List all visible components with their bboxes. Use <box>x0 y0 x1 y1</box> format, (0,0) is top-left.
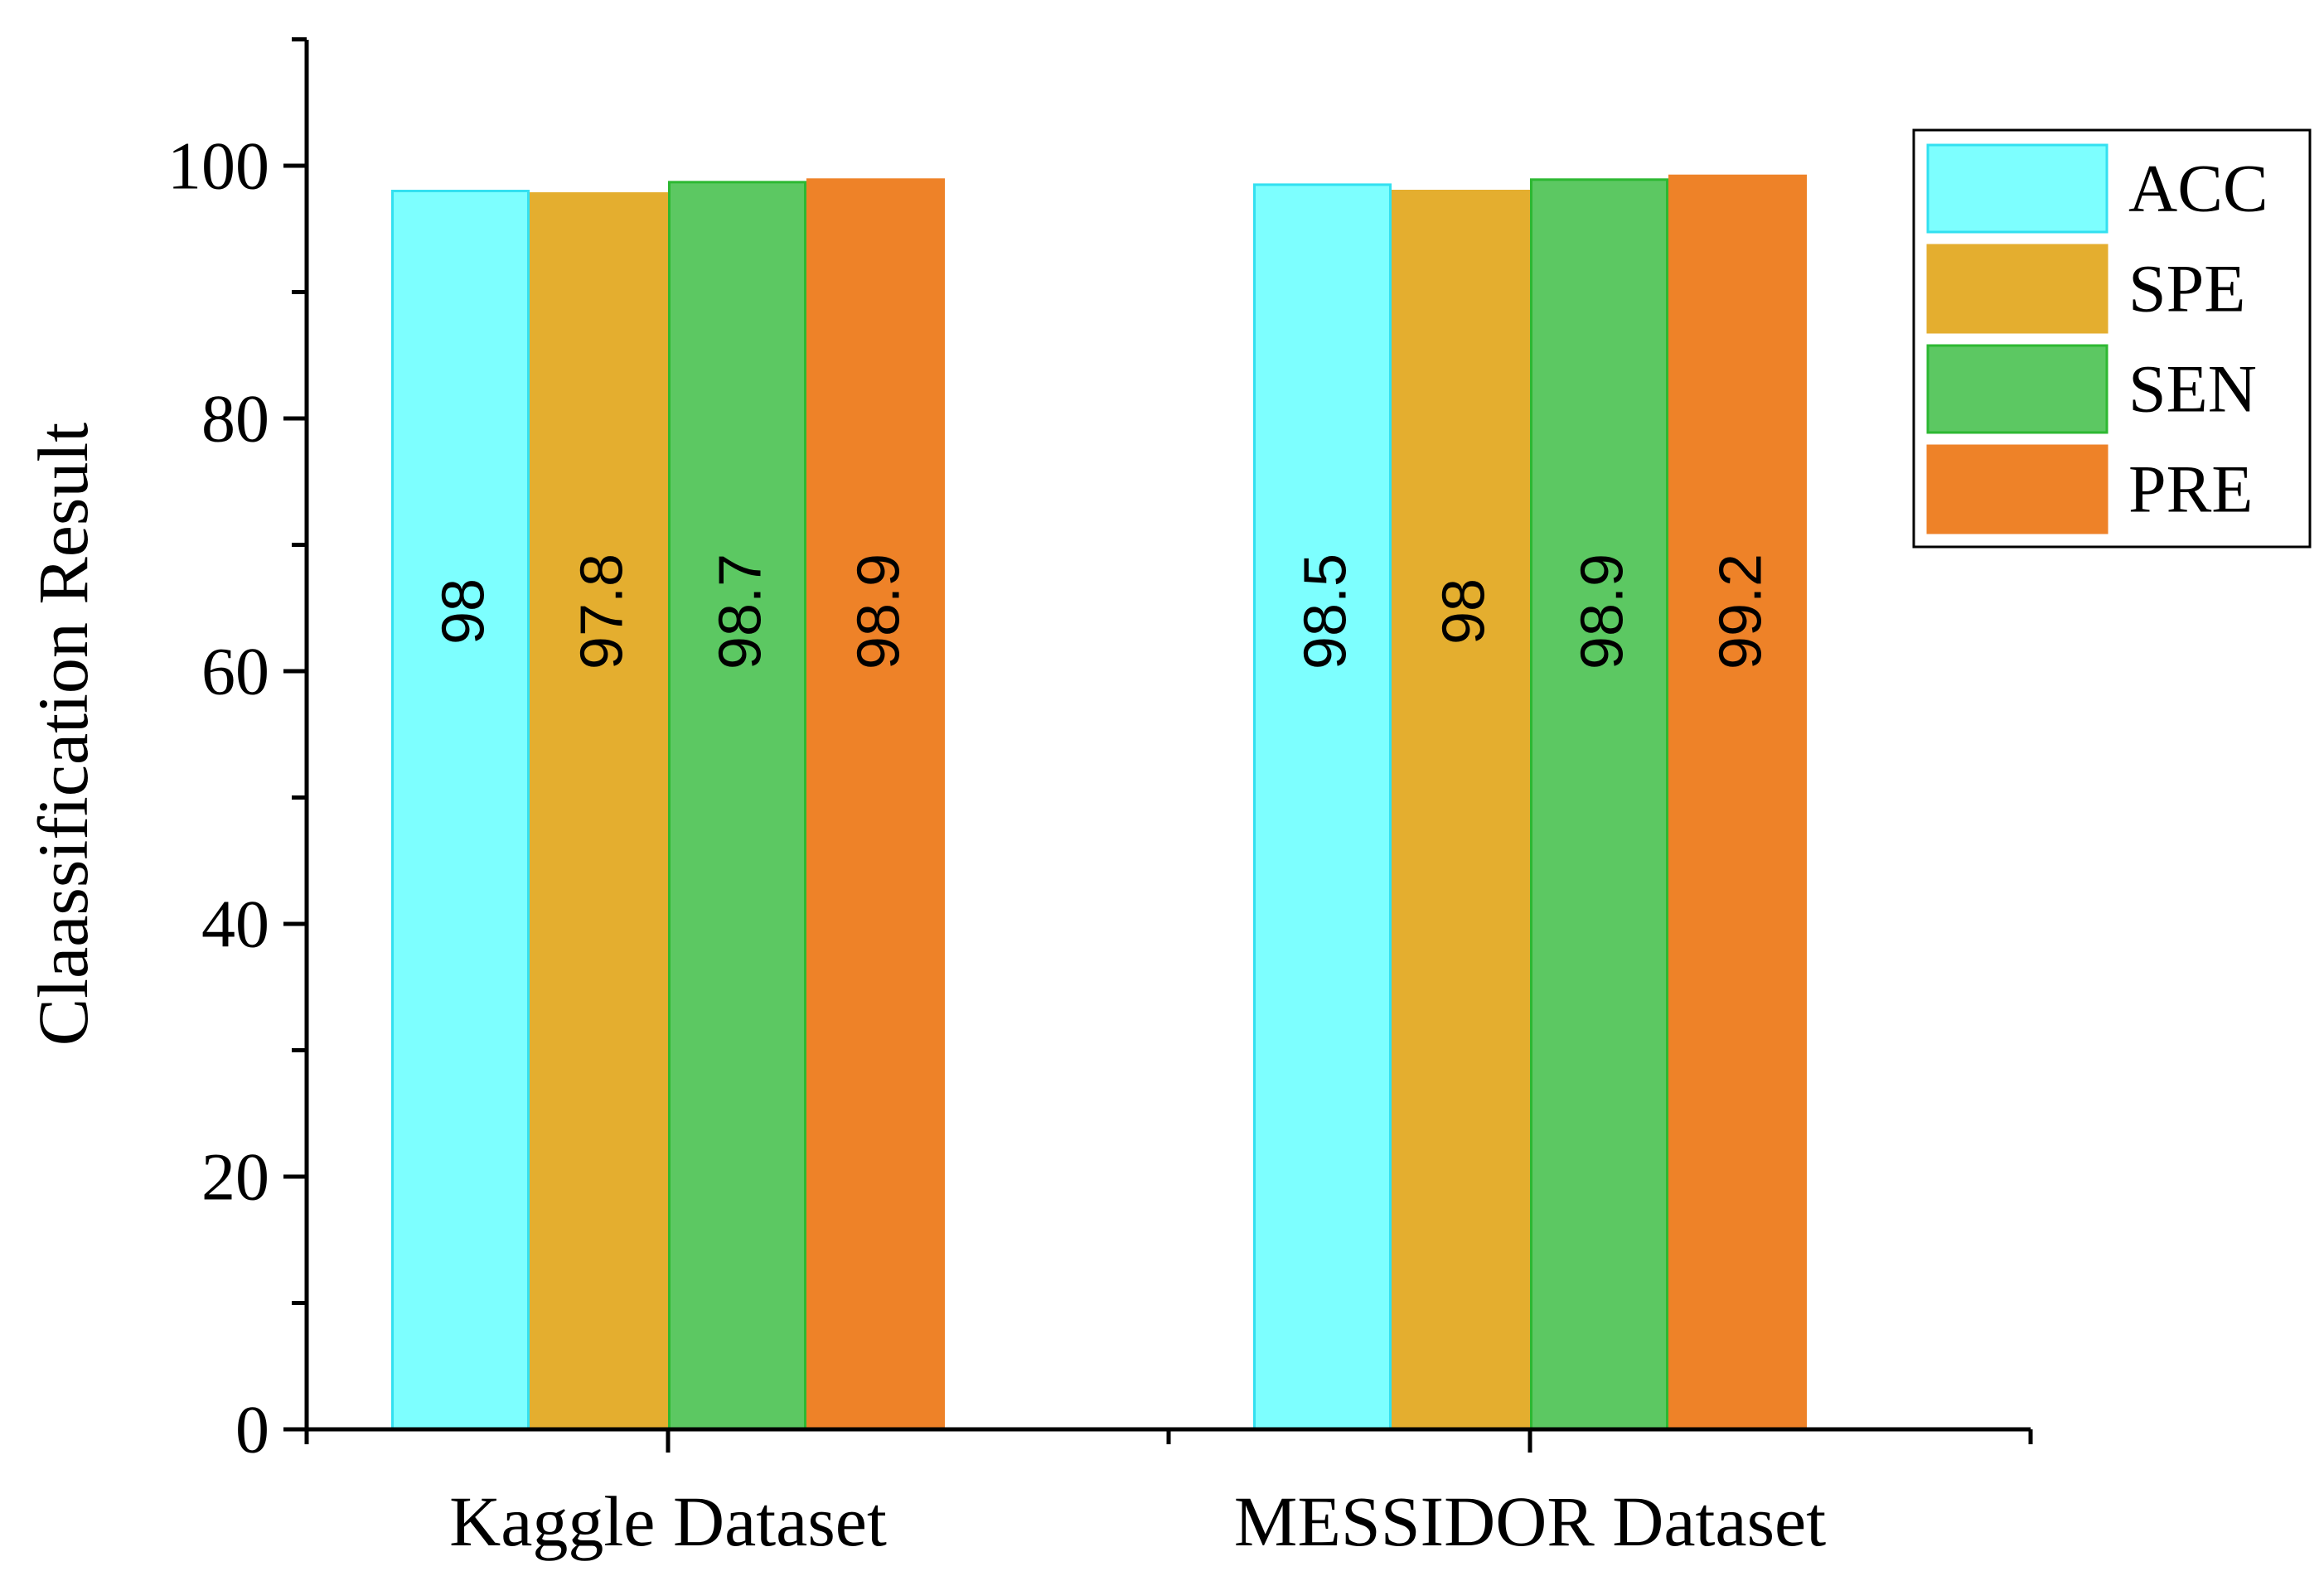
bar-pre-0 <box>806 178 945 1431</box>
bar-spe-0 <box>530 192 668 1431</box>
legend-label-pre: PRE <box>2128 452 2253 527</box>
value-label-spe-0: 97.8 <box>569 554 636 670</box>
legend-swatch-pre <box>1926 444 2109 534</box>
y-tick-label: 100 <box>167 128 269 204</box>
y-tick-label: 20 <box>201 1139 269 1215</box>
bar-sen-0 <box>668 181 806 1431</box>
value-label-sen-1: 98.9 <box>1570 554 1636 670</box>
bar-spe-1 <box>1392 190 1530 1431</box>
bars-layer <box>391 174 1807 1431</box>
y-axis-title: Claassification Result <box>23 423 103 1046</box>
legend-label-acc: ACC <box>2128 151 2268 226</box>
legend-swatch-spe <box>1926 244 2109 334</box>
value-label-acc-0: 98 <box>431 578 497 645</box>
legend-swatch-sen <box>1926 344 2109 434</box>
legend-swatch-acc <box>1926 143 2109 234</box>
x-tick-label-0: Kaggle Dataset <box>449 1482 887 1561</box>
y-tick-label: 60 <box>201 634 269 709</box>
legend-label-spe: SPE <box>2128 251 2245 326</box>
bar-pre-1 <box>1668 174 1807 1431</box>
legend-label-sen: SEN <box>2128 351 2257 427</box>
legend: ACC SPE SEN PRE <box>1912 128 2312 549</box>
value-label-spe-1: 98 <box>1431 578 1498 645</box>
value-label-sen-0: 98.7 <box>708 554 774 670</box>
bar-acc-0 <box>391 190 530 1431</box>
y-tick-label: 40 <box>201 887 269 962</box>
y-tick-label: 0 <box>235 1392 269 1467</box>
bar-sen-1 <box>1530 178 1668 1431</box>
value-label-pre-1: 99.2 <box>1708 554 1774 670</box>
bar-acc-1 <box>1253 183 1392 1431</box>
y-tick-label: 80 <box>201 381 269 457</box>
value-label-pre-0: 98.9 <box>846 554 913 670</box>
x-tick-label-1: MESSIDOR Dataset <box>1234 1482 1826 1561</box>
value-labels-layer: 98 98.5 97.8 98 98.7 98.9 98.9 99.2 <box>431 554 1774 670</box>
axes-layer: 0 20 40 60 80 100 Kaggle Dataset MESSIDOR Datas… <box>167 37 2033 1561</box>
value-label-acc-1: 98.5 <box>1293 554 1359 670</box>
